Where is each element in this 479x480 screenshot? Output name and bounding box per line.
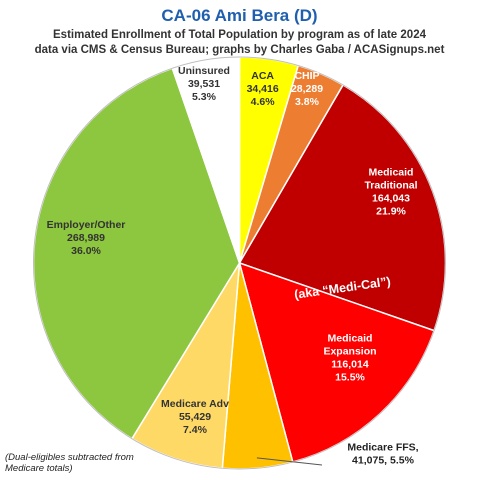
slice-label-line: 55,429 xyxy=(179,411,211,423)
slice-label-line: 21.9% xyxy=(376,205,406,217)
slice-label-line: 268,989 xyxy=(67,232,105,244)
leader-line xyxy=(256,457,323,466)
slice-label-line: 34,416 xyxy=(247,83,279,95)
pie-outline xyxy=(33,56,446,470)
slice-label-line: 164,043 xyxy=(372,192,410,204)
slice-label-line: Medicare Adv xyxy=(161,398,229,410)
slice-label-line: 7.4% xyxy=(183,424,208,436)
slice-label-line: 41,075, 5.5% xyxy=(352,454,415,466)
footnote: (Dual-eligibles subtracted from Medicare… xyxy=(5,452,134,474)
slice-label-line: Expansion xyxy=(323,345,376,357)
slice-label-line: 116,014 xyxy=(331,358,369,370)
slice-label-line: ACA xyxy=(251,70,274,82)
chart-title: CA-06 Ami Bera (D) xyxy=(161,6,318,25)
slice-label-line: Medicaid xyxy=(328,332,373,344)
slice-label-line: 4.6% xyxy=(251,96,276,108)
subtitle-line: data via CMS & Census Bureau; graphs by … xyxy=(34,44,445,56)
slice-label-medicare-ffs: Medicare FFS,41,075, 5.5% xyxy=(347,441,418,466)
slice-label-line: 3.8% xyxy=(295,96,320,108)
slice-label-line: Traditional xyxy=(364,179,417,191)
slice-label-line: CHIP xyxy=(294,70,319,82)
slice-label-line: 36.0% xyxy=(71,245,101,257)
slice-label-line: Medicaid xyxy=(369,166,414,178)
slice-label-line: Uninsured xyxy=(178,65,230,77)
chart-subtitle: Estimated Enrollment of Total Population… xyxy=(0,28,479,58)
slice-label-line: 39,531 xyxy=(188,78,220,90)
slice-label-line: 15.5% xyxy=(335,371,365,383)
slice-label-line: 28,289 xyxy=(291,83,323,95)
slice-label-line: 5.3% xyxy=(192,91,217,103)
subtitle-line: Estimated Enrollment of Total Population… xyxy=(53,29,426,41)
slice-label-line: Medicare FFS, xyxy=(347,441,418,453)
slice-label-line: Employer/Other xyxy=(47,219,126,231)
